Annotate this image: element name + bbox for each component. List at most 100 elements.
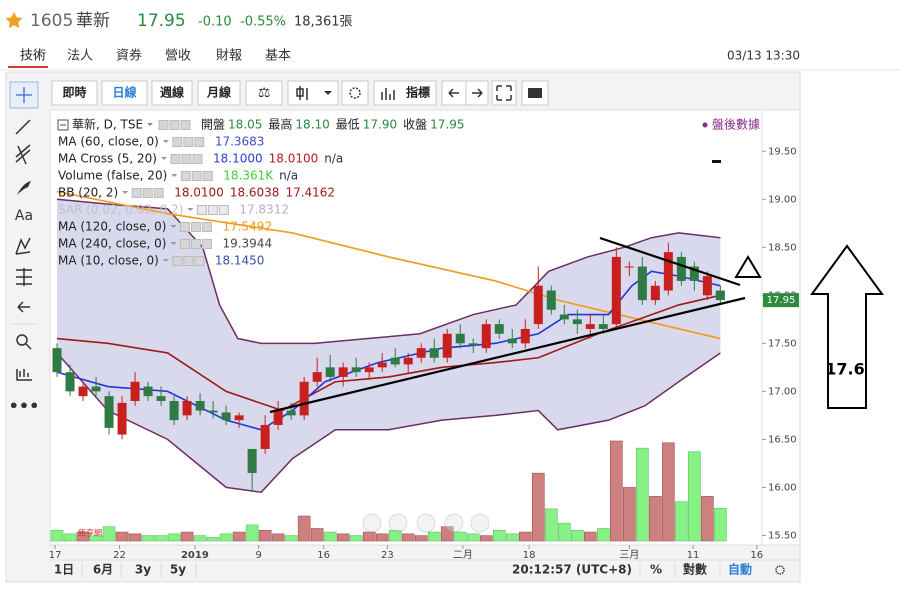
range-button[interactable]: 3y [135,563,151,577]
legend-icon[interactable] [194,137,205,147]
candle-body [689,266,699,281]
legend-label: Volume (false, 20) [58,169,167,183]
scale-button[interactable] [245,80,283,106]
volume-bar [557,522,571,542]
legend-icon[interactable] [202,171,213,181]
nav-zoom-out[interactable] [388,513,408,533]
volume-bar [284,535,298,542]
range-button[interactable]: 5y [170,563,186,577]
tab[interactable]: 技術 [20,49,46,64]
tab[interactable]: 資券 [116,48,142,64]
legend-icon[interactable] [201,239,212,249]
candle-body [52,348,62,373]
legend-icon[interactable] [218,205,229,215]
back-tool[interactable] [17,301,30,313]
legend-icon[interactable] [131,188,142,198]
legend-icon[interactable] [190,222,201,232]
legend-value: 18.1000 [213,152,263,166]
nav-right[interactable] [470,513,490,533]
last-price-label: 17.95 [767,295,796,306]
volume-bar [544,508,558,542]
legend-icon[interactable] [172,256,183,266]
legend-icon[interactable] [142,188,153,198]
measure-tool[interactable] [16,268,32,286]
indicator-tool[interactable] [16,369,32,381]
tab[interactable]: 法人 [67,49,93,64]
footer-settings[interactable] [775,565,785,575]
price-change: -0.10 [198,15,232,30]
volume-bar [427,531,441,542]
toolbar-button[interactable] [51,80,98,106]
volume-bar [518,531,532,542]
y-tick-label: 19.50 [768,146,797,157]
zoom-tool[interactable] [16,334,28,346]
legend-icon[interactable] [179,222,190,232]
legend-icon[interactable] [190,239,201,249]
legend-icon[interactable] [181,154,192,164]
range-button[interactable]: 6月 [93,563,113,577]
toolbar-button[interactable] [373,80,437,106]
settings-button[interactable] [341,80,369,106]
brush-tool[interactable] [17,181,31,195]
x-tick-label: 2019 [181,550,209,561]
more-tools[interactable]: ••• [9,397,40,416]
nav-left[interactable] [362,513,382,533]
candle-body [325,367,335,377]
legend-icon[interactable] [192,154,203,164]
legend-icon[interactable] [191,171,202,181]
scale-option[interactable]: 對數 [683,562,707,577]
legend-icon[interactable] [170,154,181,164]
price-change-pct: -0.55% [240,15,286,30]
tab[interactable]: 基本 [265,49,291,64]
candle-body [169,400,179,421]
left-toolbar: Aa ••• [9,81,40,416]
legend-dropdown [162,259,169,262]
x-tick-label: 二月 [453,549,473,561]
trendline-tool[interactable] [15,119,31,135]
tab[interactable]: 財報 [216,49,242,64]
scale-option[interactable]: % [650,563,662,577]
chart-type-button[interactable] [287,80,339,106]
tab[interactable]: 營收 [165,49,191,64]
nav-reset[interactable] [416,513,436,533]
toolbar-button[interactable] [197,80,241,106]
favorite-star[interactable] [5,12,23,28]
volume-bar [206,537,220,542]
resistance-trendline [599,236,741,287]
scale-option[interactable]: 自動 [728,562,752,577]
candle-body [195,400,205,411]
legend-icon[interactable] [153,188,164,198]
legend-icon[interactable] [172,137,183,147]
legend-icon[interactable] [201,222,212,232]
legend-icon[interactable] [183,256,194,266]
legend-icon[interactable] [196,205,207,215]
legend-icon[interactable] [183,137,194,147]
ohlc-label: 最低 [336,118,360,132]
candle-body [247,448,257,473]
legend-icon[interactable] [207,205,218,215]
candle-body [481,324,491,349]
fib-tool[interactable] [15,144,31,165]
text-tool[interactable]: Aa [15,208,33,224]
legend-icon[interactable] [158,120,169,130]
after-hours[interactable]: 盤後數據 [712,118,760,132]
legend-icon[interactable] [179,239,190,249]
legend-icon[interactable] [194,256,205,266]
legend-icon[interactable] [169,120,180,130]
toolbar-button[interactable] [101,80,148,106]
volume-bar [688,451,701,542]
y-tick-label: 16.00 [768,482,797,493]
legend: 華新, D, TSE 開盤 18.05 最高 18.10 最低 17.90 收盤 17.95 MA… [57,117,465,268]
stock-code: 1605 [30,11,73,31]
volume-bar [63,533,77,542]
toolbar-label: 週線 [160,85,184,100]
tab-bar: 技術 法人 資券 營收 財報 基本 [8,48,291,68]
legend-icon[interactable] [180,171,191,181]
legend-icon[interactable] [180,120,191,130]
pattern-tool[interactable] [15,237,31,255]
candle-body [156,396,166,401]
toolbar-button[interactable] [151,80,193,106]
nav-zoom-in[interactable] [444,513,464,533]
fullscreen-button[interactable] [491,80,517,106]
range-button[interactable]: 1日 [54,563,74,577]
